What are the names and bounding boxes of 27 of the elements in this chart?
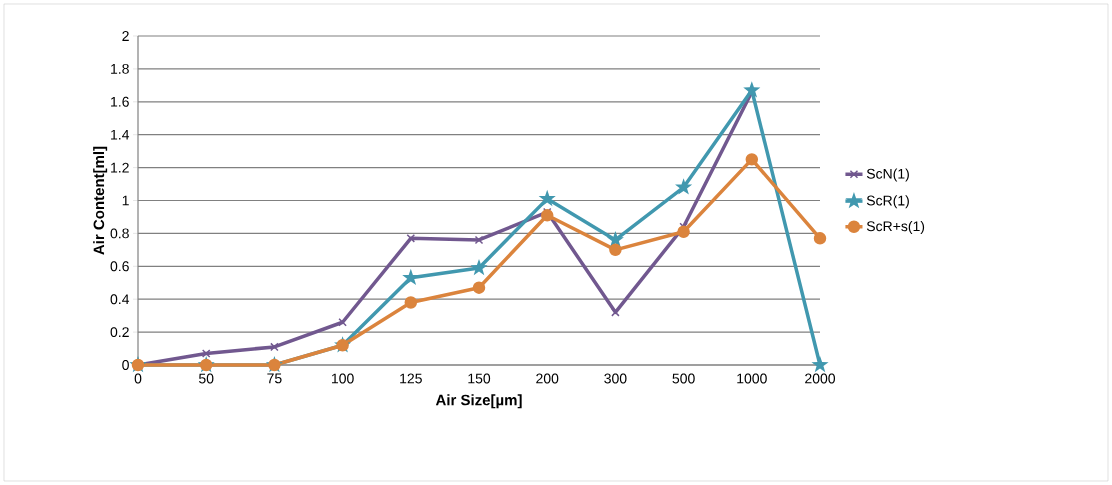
x-tick-label: 200 <box>536 373 559 384</box>
x-tick-label: 100 <box>331 373 354 384</box>
y-tick-label: 0 <box>122 360 129 370</box>
y-tick-label: 0.8 <box>110 228 129 239</box>
y-tick-label: 0.4 <box>110 294 130 305</box>
x-tick-label: 125 <box>400 373 422 384</box>
x-tick-label: 2000 <box>805 373 836 384</box>
legend-label: ScN(1) <box>866 168 909 182</box>
y-tick-label: 0.2 <box>110 327 129 338</box>
x-tick-label: 75 <box>267 373 282 384</box>
y-tick-label: 1.4 <box>111 129 130 140</box>
x-tick-label: 150 <box>468 373 491 384</box>
y-tick-label: 1.6 <box>111 96 129 107</box>
y-axis-title: Air Content[ml] <box>93 146 108 255</box>
x-tick-label: 50 <box>198 373 214 384</box>
x-tick-label: 300 <box>604 373 627 384</box>
x-tick-label: 500 <box>672 373 695 384</box>
x-tick-label: 0 <box>134 373 142 384</box>
y-tick-label: 1.2 <box>111 162 129 173</box>
y-tick-label: 0.6 <box>110 261 129 272</box>
legend-label: ScR(1) <box>866 195 909 209</box>
x-axis-title: Air Size[µm] <box>435 394 522 409</box>
y-tick-label: 1.8 <box>111 63 129 74</box>
x-tick-label: 1000 <box>737 373 767 384</box>
y-tick-label: 1 <box>122 195 129 206</box>
legend-label: ScR+s(1) <box>866 220 925 234</box>
y-tick-label: 2 <box>122 31 129 41</box>
